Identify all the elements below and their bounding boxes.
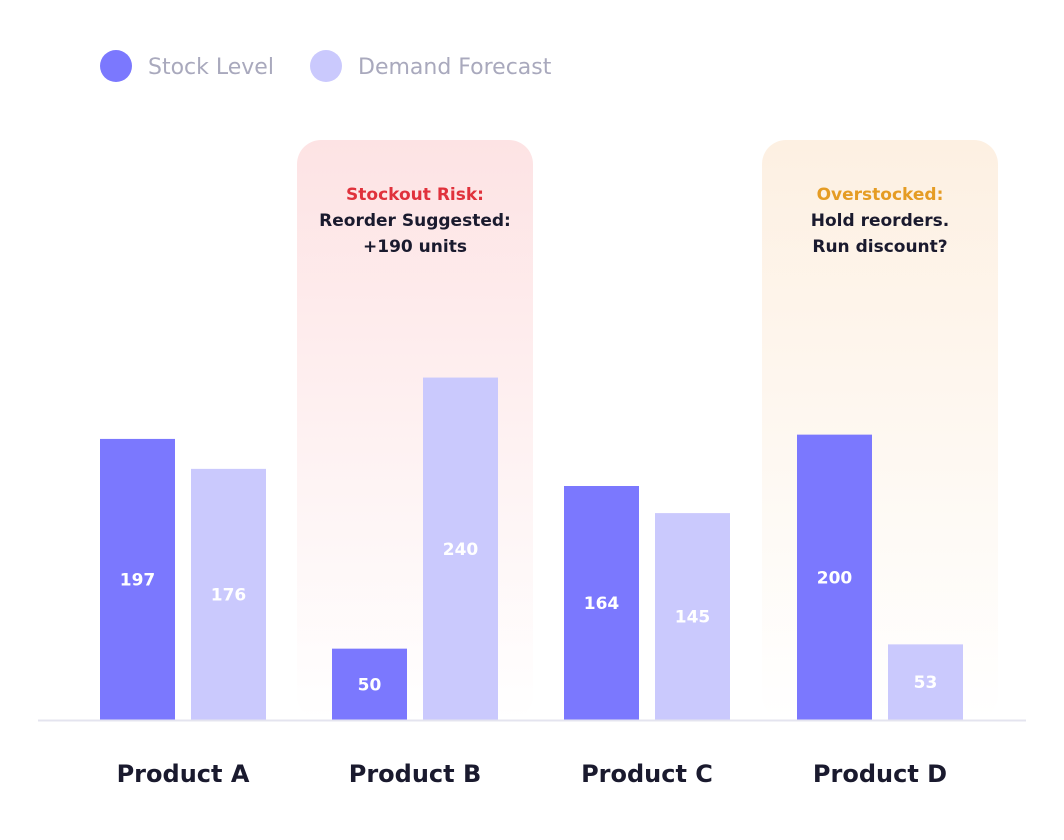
annotation-line-risk: Reorder Suggested:: [319, 211, 511, 231]
annotation-line-over: Hold reorders.: [811, 211, 949, 231]
legend-item-demand-forecast: Demand Forecast: [310, 50, 552, 82]
category-label-product-c: Product C: [581, 760, 713, 788]
annotation-title-risk: Stockout Risk:: [346, 185, 484, 205]
bar-stock-level-product-c: [564, 486, 639, 720]
annotation-layer: Stockout Risk: Reorder Suggested: +190 uni…: [297, 140, 998, 720]
bar-demand-forecast-product-b: [423, 377, 498, 720]
bar-demand-forecast-product-d: [888, 644, 963, 720]
bar-stock-level-product-d: [797, 434, 872, 720]
bars: 197 176 50 240 164 145 200 53: [100, 377, 963, 720]
value-label-stock-level-product-a: 197: [120, 570, 156, 590]
value-label-demand-forecast-product-c: 145: [675, 608, 711, 628]
legend-label-stock-level: Stock Level: [148, 55, 274, 80]
value-label-demand-forecast-product-d: 53: [914, 673, 938, 693]
legend-swatch-demand-forecast: [310, 50, 342, 82]
legend-item-stock-level: Stock Level: [100, 50, 274, 82]
category-label-product-d: Product D: [813, 760, 947, 788]
value-label-demand-forecast-product-b: 240: [443, 540, 479, 560]
category-label-product-a: Product A: [117, 760, 250, 788]
value-label-demand-forecast-product-a: 176: [211, 585, 247, 605]
bar-demand-forecast-product-a: [191, 468, 266, 720]
legend-swatch-stock-level: [100, 50, 132, 82]
value-label-stock-level-product-b: 50: [358, 675, 382, 695]
legend: Stock Level Demand Forecast: [100, 50, 552, 82]
category-label-product-b: Product B: [349, 760, 482, 788]
bar-stock-level-product-b: [332, 648, 407, 720]
annotation-title-over: Overstocked:: [817, 185, 944, 205]
bar-stock-level-product-a: [100, 438, 175, 720]
category-labels: Product A Product B Product C Product D: [117, 760, 947, 788]
annotation-line-risk: +190 units: [363, 237, 467, 257]
annotation-line-over: Run discount?: [812, 237, 947, 257]
bar-demand-forecast-product-c: [655, 513, 730, 720]
legend-label-demand-forecast: Demand Forecast: [358, 55, 552, 80]
value-label-stock-level-product-d: 200: [817, 568, 853, 588]
value-label-stock-level-product-c: 164: [584, 594, 620, 614]
